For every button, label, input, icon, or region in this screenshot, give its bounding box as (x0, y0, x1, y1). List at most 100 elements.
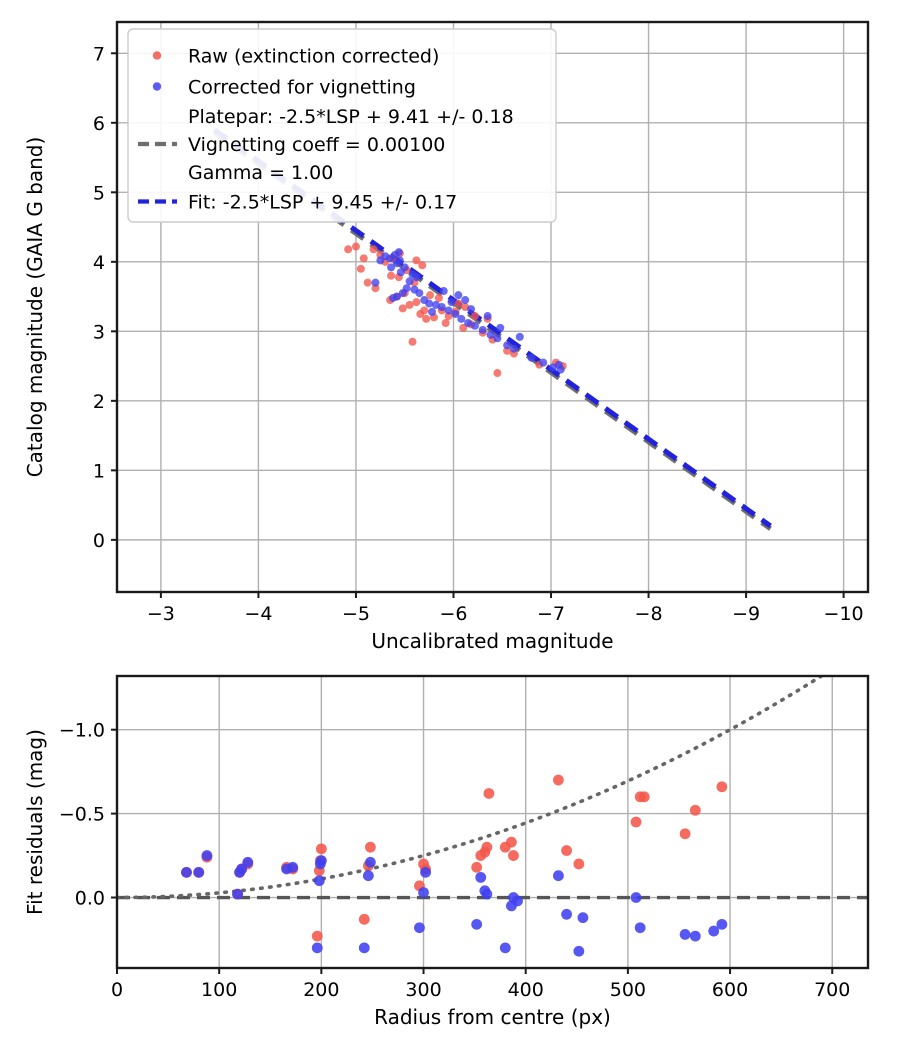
xtick-label: −5 (342, 603, 370, 625)
data-point (496, 323, 505, 332)
data-point (503, 346, 512, 355)
legend-label: Raw (extinction corrected) (188, 46, 439, 68)
axis-ticks: −3 −4 −5 −6 −7 −8 −9 −10 0 1 2 3 4 5 6 7 (93, 43, 864, 625)
data-point (311, 942, 323, 954)
ytick-label: 4 (93, 252, 105, 274)
ytick-label: 3 (93, 321, 105, 343)
data-point (708, 925, 720, 937)
panel-magnitude-calibration: −3 −4 −5 −6 −7 −8 −9 −10 0 1 2 3 4 5 6 7 Uncalibrated ma… (23, 20, 870, 653)
legend-entry: Vignetting coeff = 0.00100 (138, 134, 445, 156)
data-point (454, 291, 463, 300)
data-point (561, 908, 572, 920)
fit-line (213, 127, 772, 528)
data-point (481, 888, 493, 900)
data-point (527, 353, 536, 362)
ytick-label: 7 (93, 43, 105, 65)
data-point (444, 312, 453, 321)
data-point (689, 930, 701, 942)
data-point (481, 841, 493, 853)
data-point (447, 298, 456, 307)
ytick-label: 6 (93, 113, 105, 135)
data-point (364, 841, 376, 853)
xtick-label: 300 (405, 979, 441, 1001)
data-point (405, 277, 414, 286)
data-point (396, 268, 405, 277)
data-point (509, 344, 518, 353)
data-point (416, 309, 425, 318)
data-point (414, 922, 425, 934)
data-point (679, 828, 691, 840)
xtick-label: −6 (439, 603, 467, 625)
data-point (356, 264, 365, 273)
legend-entry: Corrected for vignetting (152, 77, 416, 99)
data-point (412, 298, 421, 307)
data-point (444, 306, 453, 315)
data-point (426, 291, 435, 300)
xtick-label: −3 (147, 603, 175, 625)
data-point (483, 312, 492, 321)
ytick-label: 2 (93, 391, 105, 413)
data-point (389, 293, 398, 302)
data-point (470, 321, 479, 330)
xtick-label: 700 (814, 979, 850, 1001)
plot-area (213, 127, 772, 531)
data-point (313, 875, 325, 887)
data-point (638, 791, 650, 803)
data-point (561, 845, 572, 856)
xtick-label: −10 (824, 603, 864, 625)
xtick-label: 200 (303, 979, 339, 1001)
xtick-label: 500 (610, 979, 646, 1001)
data-point (483, 788, 495, 799)
data-point (394, 248, 403, 257)
data-point (478, 325, 487, 334)
data-point (412, 273, 421, 282)
series-points (181, 850, 728, 957)
data-point (506, 836, 517, 848)
data-point (242, 856, 254, 868)
data-point (434, 293, 443, 302)
xtick-label: −7 (537, 603, 565, 625)
data-point (232, 888, 243, 900)
data-point (412, 256, 421, 265)
legend-box (127, 28, 557, 223)
legend-entry: Platepar: -2.5*LSP + 9.41 +/- 0.18 (188, 106, 514, 128)
data-point (376, 256, 385, 265)
data-point (573, 858, 585, 870)
axes-frame (115, 674, 870, 970)
data-point (554, 360, 563, 369)
xtick-label: −4 (244, 603, 272, 625)
data-point (486, 330, 495, 339)
data-point (475, 871, 487, 883)
data-point (493, 369, 502, 378)
data-point (553, 870, 564, 882)
data-point (415, 289, 424, 298)
data-point (716, 781, 728, 793)
data-point (311, 930, 323, 942)
legend-label: Platepar: -2.5*LSP + 9.41 +/- 0.18 (188, 106, 514, 128)
data-point (363, 278, 372, 287)
data-point (493, 334, 502, 343)
data-point (573, 945, 585, 957)
data-point (369, 245, 378, 254)
x-axis-label: Uncalibrated magnitude (371, 629, 613, 653)
data-point (471, 918, 483, 930)
data-point (364, 856, 376, 868)
data-point (387, 271, 396, 280)
legend-entry: Raw (extinction corrected) (152, 46, 439, 68)
data-point (371, 278, 380, 287)
data-point (387, 263, 396, 272)
data-point (634, 922, 646, 934)
data-point (451, 309, 460, 318)
ytick-label: 1 (93, 460, 105, 482)
series-points (181, 774, 728, 942)
data-point (630, 816, 642, 828)
y-axis-label: Catalog magnitude (GAIA G band) (23, 137, 47, 478)
data-point (420, 866, 431, 878)
data-point (441, 318, 450, 327)
data-point (362, 870, 374, 882)
data-point (425, 299, 434, 308)
legend-label: Fit: -2.5*LSP + 9.45 +/- 0.17 (188, 192, 457, 214)
data-point (461, 296, 470, 305)
data-point (181, 866, 192, 878)
